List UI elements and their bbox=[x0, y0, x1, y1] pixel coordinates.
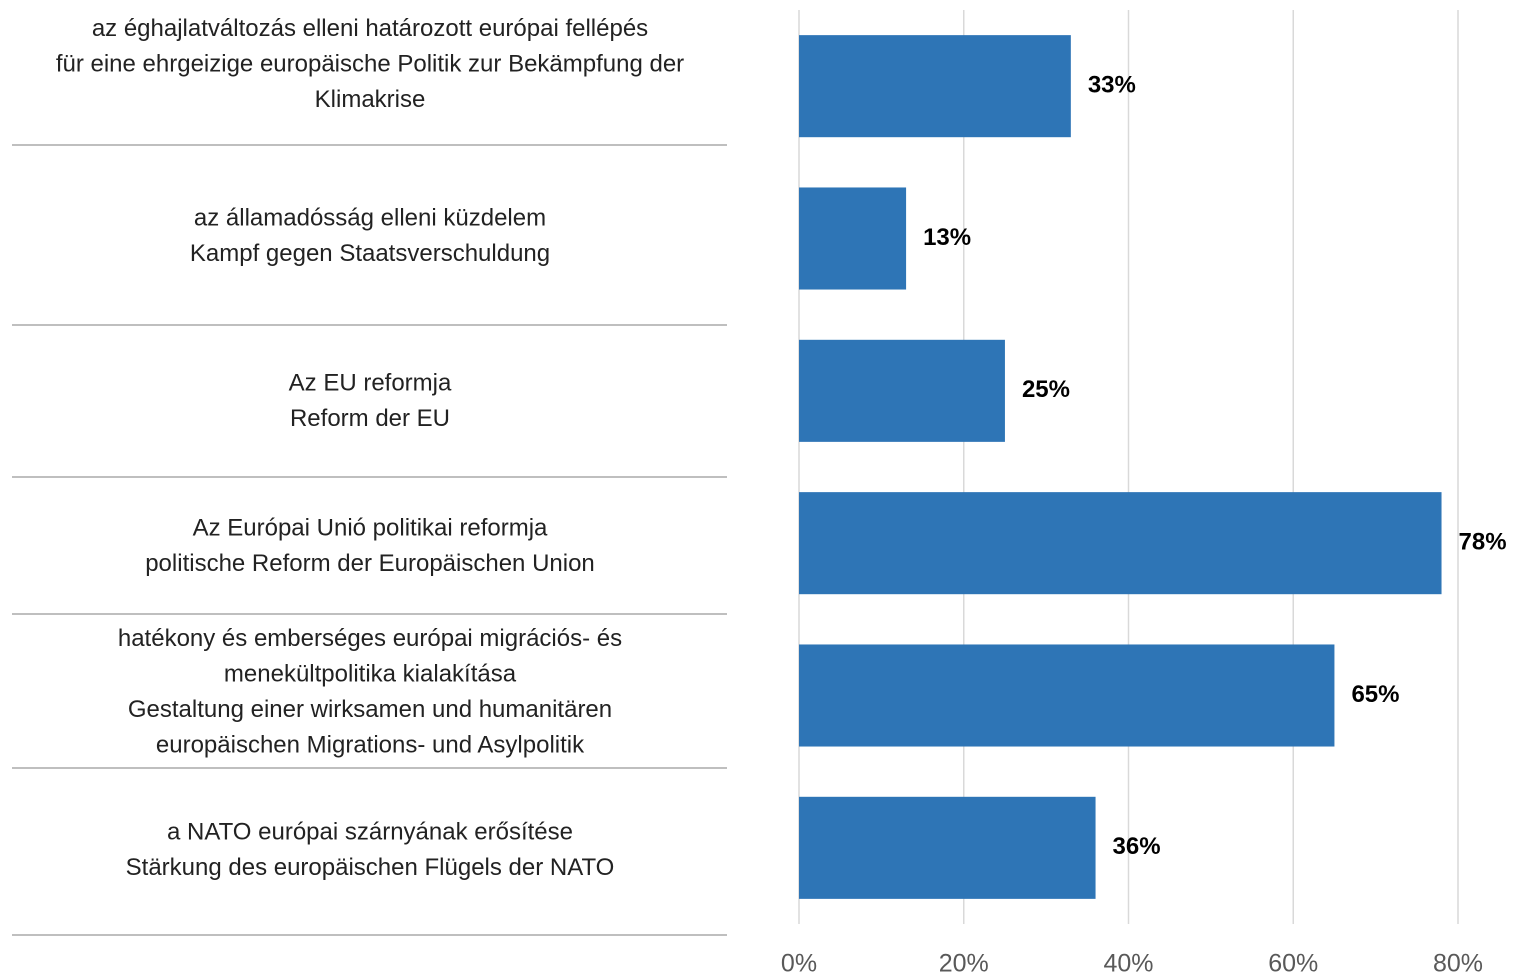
bar bbox=[799, 339, 1005, 442]
value-label: 65% bbox=[1351, 681, 1399, 708]
value-label: 36% bbox=[1113, 833, 1161, 860]
value-label: 78% bbox=[1459, 529, 1507, 556]
bar bbox=[799, 187, 907, 290]
x-tick-label: 80% bbox=[1433, 950, 1483, 977]
bar bbox=[799, 492, 1442, 595]
category-label: Az Európai Unió politikai reformja bbox=[193, 515, 548, 542]
bar bbox=[799, 796, 1096, 899]
bar bbox=[799, 644, 1335, 747]
value-label: 13% bbox=[923, 224, 971, 251]
category-label: Stärkung des europäischen Flügels der NA… bbox=[126, 854, 615, 881]
value-label: 25% bbox=[1022, 376, 1070, 403]
bar bbox=[799, 35, 1071, 138]
category-label: politische Reform der Europäischen Union bbox=[145, 550, 595, 577]
x-tick-label: 0% bbox=[781, 950, 817, 977]
category-label: Klimakrise bbox=[315, 86, 426, 113]
category-label: a NATO európai szárnyának erősítése bbox=[167, 819, 573, 846]
category-label: europäischen Migrations- und Asylpolitik bbox=[156, 732, 585, 759]
value-label: 33% bbox=[1088, 72, 1136, 99]
category-label: Kampf gegen Staatsverschuldung bbox=[190, 240, 550, 267]
category-label: az éghajlatváltozás elleni határozott eu… bbox=[92, 15, 648, 42]
category-label: Az EU reformja bbox=[289, 370, 452, 397]
x-tick-label: 40% bbox=[1103, 950, 1153, 977]
category-label: Reform der EU bbox=[290, 405, 450, 432]
category-label: für eine ehrgeizige europäische Politik … bbox=[56, 50, 684, 77]
category-label: az államadósság elleni küzdelem bbox=[194, 205, 546, 232]
x-tick-label: 60% bbox=[1268, 950, 1318, 977]
category-label: hatékony és emberséges európai migrációs… bbox=[118, 625, 622, 652]
category-label: menekültpolitika kialakítása bbox=[224, 661, 517, 688]
x-tick-label: 20% bbox=[939, 950, 989, 977]
category-label: Gestaltung einer wirksamen und humanitär… bbox=[128, 696, 612, 723]
